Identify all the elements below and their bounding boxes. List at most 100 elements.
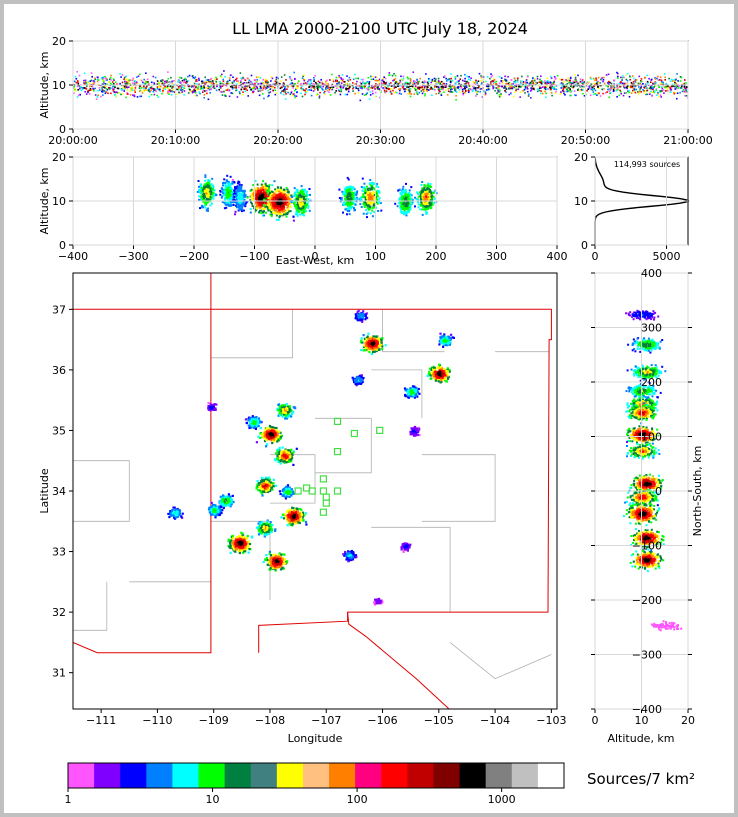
source-point [244,88,246,90]
source-point [346,75,348,77]
source-point [261,195,263,198]
source-point [187,75,189,78]
source-point [255,197,258,200]
source-point [531,87,534,89]
source-point [658,95,660,98]
source-point [338,74,340,77]
source-point [240,210,243,213]
source-point [226,89,228,91]
source-point [565,85,568,88]
source-point [680,76,683,79]
source-point [240,77,242,79]
source-point [574,76,577,79]
source-point [679,80,682,82]
source-point [102,86,104,88]
source-point [657,91,659,94]
source-point [440,80,443,83]
source-point [407,208,410,211]
source-point [325,82,328,85]
source-point [397,85,399,87]
source-point [633,90,635,93]
source-point [244,194,247,197]
source-point [449,79,451,82]
source-point [399,89,401,92]
source-point [236,203,239,206]
source-point [231,178,234,181]
source-point [384,83,387,85]
source-point [135,81,138,83]
source-point [125,81,128,83]
source-point [655,94,658,97]
source-point [399,81,402,83]
source-point [654,78,657,80]
source-point [172,80,174,82]
source-point [548,81,550,83]
source-point [219,85,222,87]
source-point [534,83,537,86]
source-point [382,77,385,80]
source-point [141,81,144,84]
source-point [401,202,404,205]
source-point [244,87,247,89]
source-point [419,77,421,80]
source-point [368,208,370,211]
source-point [239,202,242,205]
source-point [541,92,544,95]
source-point [369,207,372,210]
source-point [101,78,104,81]
source-point [534,82,537,85]
source-point [418,91,421,94]
source-point [235,80,238,82]
source-point [567,82,570,84]
source-point [364,188,367,190]
source-point [509,86,511,88]
source-point [374,95,377,98]
source-point [272,211,275,214]
source-point [240,185,243,188]
source-point [544,88,547,91]
source-point [204,174,207,177]
source-point [409,77,411,80]
source-point [264,86,267,89]
source-point [271,87,273,89]
source-point [179,76,181,79]
source-point [442,82,445,85]
source-point [201,204,204,207]
source-point [480,83,483,85]
source-point [391,74,394,77]
source-point [409,80,412,82]
source-point [274,194,277,197]
source-point [221,83,223,86]
source-point [265,187,268,190]
source-point [661,81,663,83]
source-point [425,86,427,89]
source-point [325,80,327,83]
source-point [312,83,314,85]
source-point [291,196,294,198]
source-point [146,78,149,81]
source-point [268,187,271,190]
source-point [276,202,279,205]
source-point [335,90,337,92]
source-point [493,82,496,85]
source-point [617,77,619,79]
source-point [549,87,552,90]
source-point [258,195,261,198]
source-point [400,193,403,195]
source-point [221,85,224,87]
source-point [293,202,296,204]
source-point [218,86,221,89]
source-point [270,205,273,208]
source-point [275,198,278,201]
source-point [211,193,214,196]
source-point [341,87,343,90]
source-point [250,74,253,77]
source-point [279,211,282,214]
source-point [276,210,279,213]
source-point [164,80,166,83]
source-point [376,87,378,90]
source-point [659,82,662,84]
source-point [406,203,409,206]
source-point [296,197,299,200]
source-point [298,201,301,204]
